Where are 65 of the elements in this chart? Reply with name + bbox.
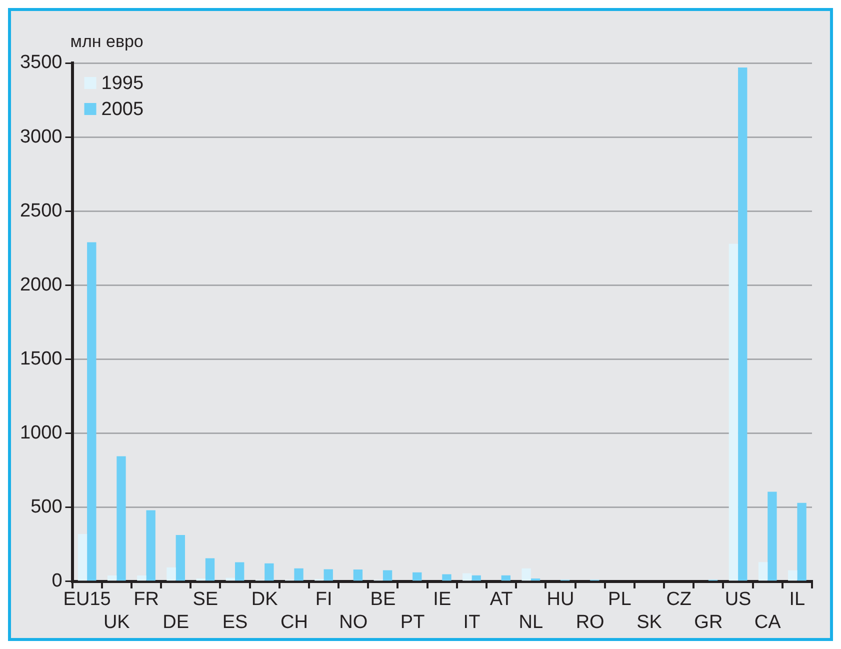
y-tick-label: 2000 [20, 274, 62, 296]
bar [522, 568, 531, 581]
bar [176, 535, 186, 581]
x-tick-label: NO [339, 612, 368, 633]
bar [226, 578, 236, 581]
y-tick-label: 500 [30, 496, 62, 518]
bar [235, 562, 244, 581]
bar [758, 562, 768, 581]
x-tick-label: FI [315, 589, 332, 610]
x-tick-label: PT [400, 612, 426, 633]
x-tick-label: IT [463, 612, 481, 633]
y-axis-title: млн евро [70, 32, 144, 52]
x-tick-label: HU [546, 589, 574, 610]
bar [768, 492, 777, 581]
x-tick-label: NL [518, 612, 544, 633]
bar [353, 570, 363, 581]
x-tick-label: CZ [666, 589, 692, 610]
x-tick-label: SE [192, 589, 218, 610]
x-tick-label: IL [789, 589, 806, 610]
x-tick-label: AT [490, 589, 514, 610]
bar [412, 572, 422, 581]
x-tick-label: FR [134, 589, 159, 610]
y-tick-label: 2500 [20, 200, 62, 222]
x-tick-label: CA [754, 612, 782, 633]
bar [382, 570, 392, 581]
x-tick-label: ES [222, 612, 248, 633]
x-tick-label: US [724, 589, 752, 610]
x-tick-label: UK [103, 612, 130, 633]
bar [797, 502, 806, 581]
bar [116, 456, 126, 581]
legend-label: 2005 [101, 99, 144, 120]
x-tick-label: SK [636, 612, 662, 633]
bar [166, 567, 176, 581]
x-tick-label: DE [162, 612, 190, 633]
bar [788, 570, 798, 581]
y-tick-label: 0 [52, 570, 62, 592]
bar [501, 575, 510, 581]
bar [205, 558, 215, 581]
bar [294, 568, 304, 581]
bar [87, 242, 96, 581]
bar [196, 578, 206, 581]
bar [107, 575, 117, 581]
y-tick-label: 3500 [20, 52, 62, 74]
x-tick-label: DK [251, 589, 278, 610]
bar [324, 569, 333, 581]
legend-label: 1995 [101, 73, 144, 94]
x-tick-label: RO [576, 612, 604, 633]
x-tick-label: CH [280, 612, 308, 633]
bar [472, 575, 481, 581]
x-tick-label: IE [433, 589, 452, 610]
y-tick-label: 3000 [20, 126, 62, 148]
x-tick-label: EU15 [63, 589, 111, 610]
bar [462, 573, 472, 581]
bar [137, 575, 146, 581]
bar [442, 574, 452, 581]
bar [738, 67, 748, 581]
y-tick-label: 1500 [20, 348, 62, 370]
x-tick-label: GR [694, 612, 723, 633]
bar [78, 534, 88, 581]
y-tick-label: 1000 [20, 422, 62, 444]
bar [264, 563, 274, 581]
bar [146, 510, 156, 581]
x-tick-label: PL [608, 589, 632, 610]
bar [728, 244, 738, 581]
x-tick-label: BE [370, 589, 396, 610]
